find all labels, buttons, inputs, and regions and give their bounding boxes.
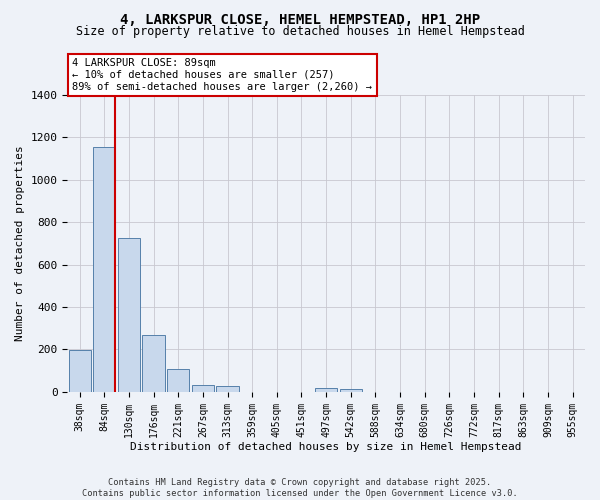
Bar (315, 388, 337, 392)
Bar (118, 238, 140, 392)
Text: Contains HM Land Registry data © Crown copyright and database right 2025.
Contai: Contains HM Land Registry data © Crown c… (82, 478, 518, 498)
X-axis label: Distribution of detached houses by size in Hemel Hempstead: Distribution of detached houses by size … (130, 442, 522, 452)
Bar (167, 369, 190, 392)
Bar (340, 389, 362, 392)
Bar (68, 350, 91, 392)
Bar (142, 334, 164, 392)
Text: 4, LARKSPUR CLOSE, HEMEL HEMPSTEAD, HP1 2HP: 4, LARKSPUR CLOSE, HEMEL HEMPSTEAD, HP1 … (120, 12, 480, 26)
Bar (217, 386, 239, 392)
Y-axis label: Number of detached properties: Number of detached properties (15, 146, 25, 341)
Text: 4 LARKSPUR CLOSE: 89sqm
← 10% of detached houses are smaller (257)
89% of semi-d: 4 LARKSPUR CLOSE: 89sqm ← 10% of detache… (73, 58, 373, 92)
Bar (93, 146, 115, 392)
Bar (192, 384, 214, 392)
Text: Size of property relative to detached houses in Hemel Hempstead: Size of property relative to detached ho… (76, 25, 524, 38)
